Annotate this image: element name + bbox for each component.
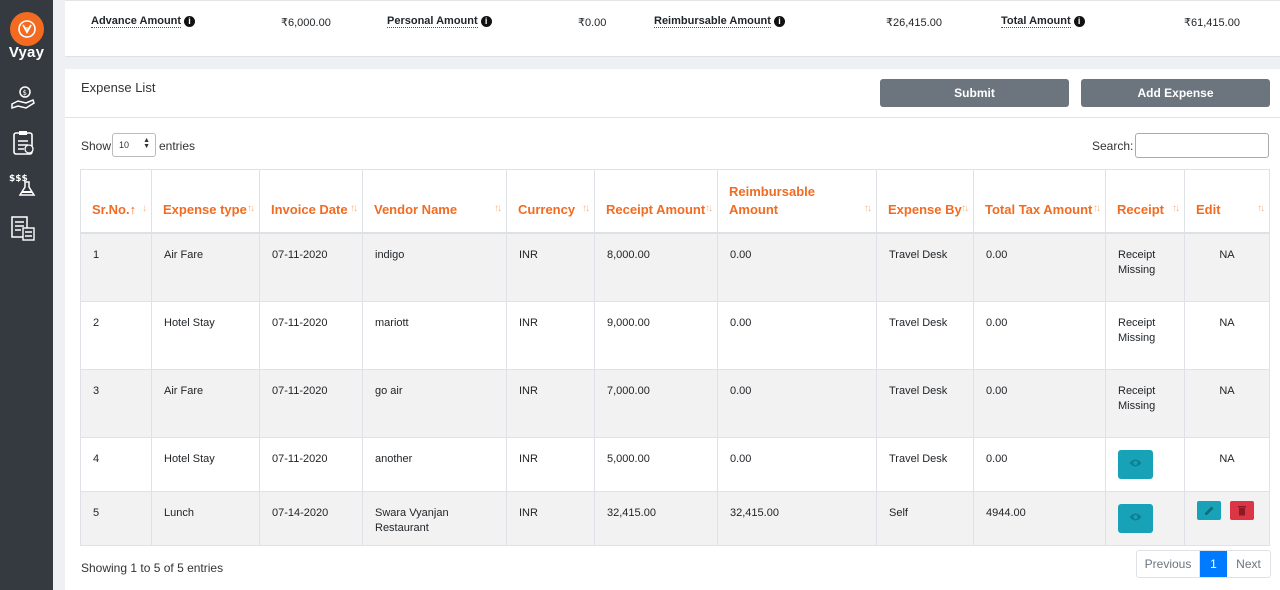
submit-button[interactable]: Submit <box>880 79 1069 107</box>
view-eye-icon <box>1129 459 1142 466</box>
col-invoice-date[interactable]: Invoice Date ↑↓ <box>259 169 363 234</box>
table-row: 4 Hotel Stay 07-11-2020 another INR 5,00… <box>80 436 1270 492</box>
edit-na: NA <box>1184 300 1270 370</box>
svg-text:$$$: $$$ <box>9 174 28 184</box>
view-receipt-button[interactable] <box>1118 503 1153 533</box>
table-info: Showing 1 to 5 of 5 entries <box>81 561 224 575</box>
add-expense-button[interactable]: Add Expense <box>1081 79 1270 107</box>
expense-list-card: Expense List Submit Add Expense Show 10 … <box>65 69 1280 590</box>
delete-button[interactable] <box>1230 500 1254 520</box>
trash-icon <box>1238 505 1246 515</box>
sort-icon: ↑↓ <box>247 203 255 214</box>
sort-icon: ↑↓ <box>1257 203 1265 214</box>
card-title: Expense List <box>81 80 156 95</box>
amount-summary: Advance Amount i ₹6,000.00 Personal Amoun… <box>65 0 1280 57</box>
reimbursable-amount-value: ₹26,415.00 <box>886 17 942 29</box>
reimbursable-amount-label[interactable]: Reimbursable Amount i <box>654 15 785 28</box>
table-row: 2 Hotel Stay 07-11-2020 mariott INR 9,00… <box>80 300 1270 370</box>
sort-icon: ↑↓ <box>350 203 358 214</box>
pagination: Previous 1 Next <box>1136 550 1271 578</box>
receipt-missing-status: Receipt Missing <box>1105 232 1185 302</box>
advance-amount-value: ₹6,000.00 <box>281 17 331 29</box>
brand-name: Vyay <box>8 44 45 61</box>
advance-amount-label[interactable]: Advance Amount i <box>91 15 196 28</box>
sort-icon: ↑↓ <box>494 203 502 214</box>
col-receipt[interactable]: Receipt ↑↓ <box>1105 169 1185 234</box>
col-edit[interactable]: Edit ↑↓ <box>1184 169 1270 234</box>
receipt-missing-status: Receipt Missing <box>1105 300 1185 370</box>
calculator-doc-icon[interactable] <box>9 214 37 242</box>
pagination-previous[interactable]: Previous <box>1137 551 1200 577</box>
search-label: Search: <box>1092 139 1134 153</box>
expense-table: Sr.No.↑ ↓ Expense type ↑↓ Invoice Date ↑↓ V… <box>80 169 1270 546</box>
sort-icon: ↑↓ <box>705 203 713 214</box>
info-icon[interactable]: i <box>480 16 492 27</box>
table-header-row: Sr.No.↑ ↓ Expense type ↑↓ Invoice Date ↑↓ V… <box>80 169 1270 234</box>
total-amount-label[interactable]: Total Amount i <box>1001 15 1085 28</box>
entries-select[interactable]: 10 ▲ ▼ <box>112 133 156 157</box>
edit-na: NA <box>1184 232 1270 302</box>
report-clipboard-icon[interactable] <box>9 128 37 156</box>
edit-button[interactable] <box>1197 500 1221 520</box>
table-row: 3 Air Fare 07-11-2020 go air INR 7,000.0… <box>80 368 1270 438</box>
col-expense-by[interactable]: Expense By ↑↓ <box>876 169 974 234</box>
edit-na: NA <box>1184 368 1270 438</box>
personal-amount-label[interactable]: Personal Amount i <box>387 15 492 28</box>
search-input[interactable] <box>1135 133 1269 158</box>
select-arrows-icon: ▲ ▼ <box>143 137 150 150</box>
logo-mark-icon <box>9 12 44 46</box>
sidebar: Vyay $ $$$ <box>0 0 53 590</box>
pagination-page-1[interactable]: 1 <box>1200 551 1227 577</box>
info-icon[interactable]: i <box>184 16 196 27</box>
col-sr-no[interactable]: Sr.No.↑ ↓ <box>80 169 152 234</box>
pencil-icon <box>1205 506 1214 515</box>
col-vendor-name[interactable]: Vendor Name ↑↓ <box>362 169 507 234</box>
info-icon[interactable]: i <box>773 16 785 27</box>
col-reimbursable-amount[interactable]: Reimbursable Amount ↑↓ <box>717 169 877 234</box>
receipt-missing-status: Receipt Missing <box>1105 368 1185 438</box>
sort-icon: ↓ <box>142 203 147 214</box>
table-row: 5 Lunch 07-14-2020 Swara Vyanjan Restaur… <box>80 490 1270 546</box>
card-header: Expense List Submit Add Expense <box>65 69 1280 118</box>
sort-icon: ↑↓ <box>961 203 969 214</box>
sort-icon: ↑↓ <box>582 203 590 214</box>
sort-icon: ↑↓ <box>864 203 872 214</box>
personal-amount-value: ₹0.00 <box>578 17 607 29</box>
sort-icon: ↑↓ <box>1172 203 1180 214</box>
svg-text:$: $ <box>23 89 27 97</box>
edit-na: NA <box>1184 436 1270 492</box>
view-eye-icon <box>1129 513 1142 520</box>
total-amount-value: ₹61,415.00 <box>1184 17 1240 29</box>
view-receipt-button[interactable] <box>1118 449 1153 479</box>
info-icon[interactable]: i <box>1073 16 1085 27</box>
col-currency[interactable]: Currency ↑↓ <box>506 169 595 234</box>
col-total-tax-amount[interactable]: Total Tax Amount ↑↓ <box>973 169 1106 234</box>
expense-hand-icon[interactable]: $ <box>9 84 37 112</box>
brand-logo[interactable]: Vyay <box>0 8 53 61</box>
col-receipt-amount[interactable]: Receipt Amount ↑↓ <box>594 169 718 234</box>
money-flask-icon[interactable]: $$$ <box>9 170 37 198</box>
sort-icon: ↑↓ <box>1093 203 1101 214</box>
table-row: 1 Air Fare 07-11-2020 indigo INR 8,000.0… <box>80 232 1270 302</box>
pagination-next[interactable]: Next <box>1236 557 1261 571</box>
col-expense-type[interactable]: Expense type ↑↓ <box>151 169 260 234</box>
